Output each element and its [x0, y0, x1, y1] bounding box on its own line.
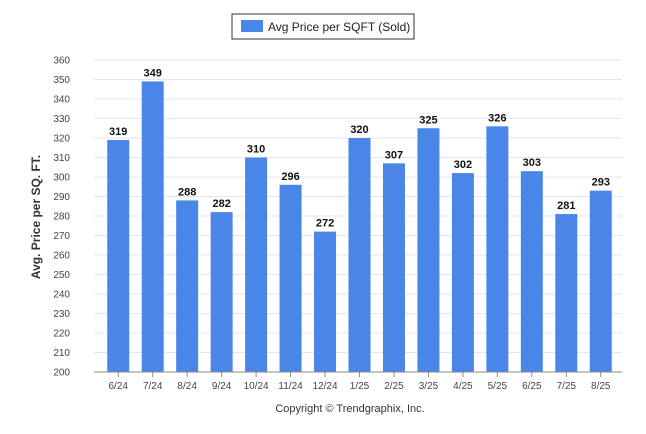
- y-tick-label: 340: [53, 95, 70, 106]
- data-label: 282: [212, 198, 230, 210]
- y-axis-ticks: 200 210 220 230 240 250 260 270 280 290 300 310 320 3…: [53, 56, 70, 379]
- x-axis-ticks: 6/24 7/24 8/24 9/24 10/24 11/24 12/24 1/25 2/25 3…: [108, 372, 611, 392]
- data-label: 320: [350, 124, 368, 136]
- x-tick-label: 1/25: [350, 381, 370, 392]
- x-tick-label: 3/25: [419, 381, 439, 392]
- bar-11-24: [279, 184, 302, 372]
- x-tick-label: 6/25: [522, 381, 542, 392]
- data-label: 288: [178, 186, 196, 198]
- data-label: 310: [247, 144, 265, 156]
- y-tick-label: 310: [53, 153, 70, 164]
- data-label: 281: [557, 200, 575, 212]
- x-tick-label: 2/25: [384, 381, 404, 392]
- x-tick-label: 12/24: [313, 381, 338, 392]
- bar-9-24: [210, 212, 233, 372]
- y-tick-label: 330: [53, 114, 70, 125]
- bar-10-24: [245, 157, 268, 372]
- bars: [107, 81, 612, 372]
- bar-6-24: [107, 139, 130, 372]
- bar-2-25: [382, 163, 405, 372]
- data-label: 303: [523, 157, 541, 169]
- y-tick-label: 350: [53, 75, 70, 86]
- y-tick-label: 200: [53, 368, 70, 379]
- x-tick-label: 5/25: [488, 381, 508, 392]
- x-tick-label: 6/24: [108, 381, 128, 392]
- x-tick-label: 7/24: [143, 381, 163, 392]
- legend: Avg Price per SQFT (Sold): [231, 13, 415, 40]
- bar-5-25: [486, 126, 509, 372]
- legend-label: Avg Price per SQFT (Sold): [268, 20, 410, 34]
- y-tick-label: 270: [53, 231, 70, 242]
- data-label: 296: [281, 171, 299, 183]
- data-label: 326: [488, 112, 506, 124]
- data-label: 302: [454, 159, 472, 171]
- y-tick-label: 210: [53, 348, 70, 359]
- data-labels: 319 349 288 282 310 296 272 320 307 325 302 326 303 2…: [109, 67, 610, 229]
- data-label: 349: [144, 67, 162, 79]
- x-tick-label: 8/24: [177, 381, 197, 392]
- bar-1-25: [348, 138, 371, 372]
- bar-8-25: [589, 190, 612, 372]
- data-label: 307: [385, 149, 403, 161]
- data-label: 319: [109, 126, 127, 138]
- y-tick-label: 240: [53, 290, 70, 301]
- bar-8-24: [176, 200, 199, 372]
- y-tick-label: 290: [53, 192, 70, 203]
- bar-7-24: [141, 81, 164, 372]
- x-tick-label: 7/25: [557, 381, 577, 392]
- x-tick-label: 9/24: [212, 381, 232, 392]
- y-axis-title: Avg. Price per SQ. FT.: [29, 155, 43, 279]
- bar-12-24: [314, 231, 337, 372]
- bar-6-25: [520, 171, 543, 372]
- y-tick-label: 360: [53, 56, 70, 67]
- y-tick-label: 220: [53, 329, 70, 340]
- copyright-text: Copyright © Trendgraphix, Inc.: [275, 403, 424, 415]
- y-tick-label: 250: [53, 270, 70, 281]
- bar-4-25: [451, 173, 474, 372]
- y-tick-label: 230: [53, 309, 70, 320]
- y-tick-label: 280: [53, 212, 70, 223]
- bar-7-25: [555, 214, 578, 372]
- y-tick-label: 300: [53, 173, 70, 184]
- y-tick-label: 260: [53, 251, 70, 262]
- data-label: 325: [419, 114, 437, 126]
- x-tick-label: 4/25: [453, 381, 473, 392]
- x-tick-label: 8/25: [591, 381, 611, 392]
- data-label: 293: [592, 177, 610, 189]
- legend-swatch: [241, 20, 263, 32]
- bar-3-25: [417, 128, 440, 372]
- x-tick-label: 11/24: [278, 381, 303, 392]
- y-tick-label: 320: [53, 134, 70, 145]
- data-label: 272: [316, 218, 334, 230]
- x-tick-label: 10/24: [244, 381, 269, 392]
